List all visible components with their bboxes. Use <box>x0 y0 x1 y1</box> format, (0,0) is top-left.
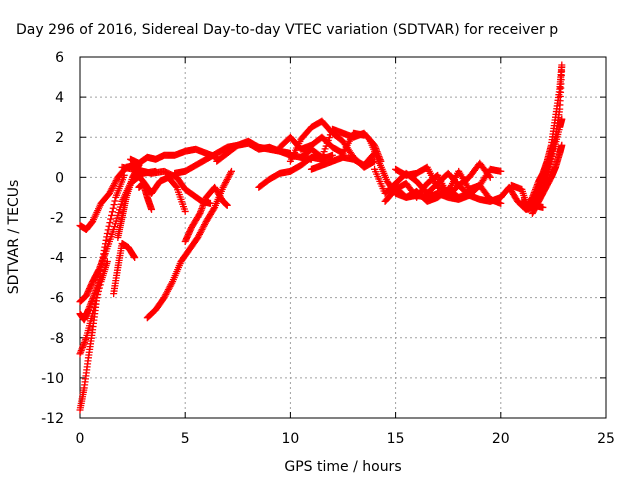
series-16 <box>255 151 336 191</box>
data-point <box>106 188 114 196</box>
y-tick-label: 4 <box>55 90 64 106</box>
data-point <box>222 179 230 187</box>
data-point <box>110 201 118 209</box>
data-point <box>167 281 175 289</box>
data-point <box>89 310 97 318</box>
data-point <box>163 289 171 297</box>
data-point <box>161 292 169 300</box>
x-tick-label: 15 <box>387 431 405 447</box>
data-point <box>198 225 206 233</box>
x-axis-tick-labels: 0 5 10 15 20 25 <box>76 431 615 447</box>
data-point <box>105 189 113 197</box>
series-13 <box>135 179 156 213</box>
data-point <box>108 211 116 219</box>
series-25 <box>392 181 505 207</box>
data-point <box>539 203 547 211</box>
data-point <box>226 171 234 179</box>
data-point <box>223 175 231 183</box>
y-tick-label: 0 <box>55 170 64 186</box>
data-point <box>486 173 494 181</box>
data-point <box>227 167 235 175</box>
x-tick-label: 5 <box>181 431 190 447</box>
x-tick-label: 20 <box>492 431 510 447</box>
y-axis-label: SDTVAR / TECUs <box>6 180 22 295</box>
data-point <box>109 204 117 212</box>
data-point <box>90 303 98 311</box>
data-point <box>97 274 105 282</box>
data-point <box>196 229 204 237</box>
series-30 <box>528 141 566 217</box>
data-point <box>223 201 231 209</box>
data-point <box>497 167 505 175</box>
y-tick-label: -12 <box>41 411 64 427</box>
y-tick-label: 6 <box>55 50 64 66</box>
data-point <box>181 207 189 215</box>
x-tick-label: 10 <box>281 431 299 447</box>
data-point <box>110 181 118 189</box>
data-point <box>195 211 203 219</box>
data-point <box>120 171 128 179</box>
data-point <box>497 199 505 207</box>
series-11 <box>131 167 189 215</box>
data-point <box>227 169 235 177</box>
data-point <box>111 197 119 205</box>
y-tick-label: -10 <box>41 371 64 387</box>
data-point <box>219 183 227 191</box>
y-tick-label: -2 <box>50 210 64 226</box>
series-6 <box>110 240 139 298</box>
y-tick-label: -8 <box>50 331 64 347</box>
data-point <box>328 151 336 159</box>
data-point <box>164 286 172 294</box>
series-5 <box>76 274 105 324</box>
series-4 <box>76 258 111 358</box>
data-point <box>104 226 112 234</box>
data-point <box>131 254 139 262</box>
y-tick-label: -4 <box>50 251 64 267</box>
data-point <box>558 115 566 123</box>
data-point <box>111 180 119 188</box>
data-point <box>224 174 232 182</box>
data-point <box>105 222 113 230</box>
data-point <box>148 205 156 213</box>
chart-title: Day 296 of 2016, Sidereal Day-to-day VTE… <box>16 22 558 38</box>
x-tick-label: 25 <box>597 431 615 447</box>
series-8 <box>143 167 235 322</box>
data-point <box>108 185 116 193</box>
axis-ticks <box>79 56 607 419</box>
data-point <box>199 224 207 232</box>
data-point <box>194 234 202 241</box>
data-point <box>165 284 173 292</box>
x-axis-label: GPS time / hours <box>284 459 401 475</box>
data-point <box>107 215 115 223</box>
data-point <box>103 229 111 237</box>
data-point <box>195 232 203 240</box>
data-point <box>160 294 168 302</box>
series-12 <box>126 145 221 167</box>
y-axis-tick-labels: -12 -10 -8 -6 -4 -2 0 2 4 6 <box>41 50 64 427</box>
plot-border <box>79 56 607 419</box>
data-point <box>168 279 176 287</box>
data-point <box>558 141 566 149</box>
grid-lines <box>80 57 606 418</box>
data-point <box>106 219 114 227</box>
y-tick-label: 2 <box>55 130 64 146</box>
data-point <box>558 61 566 69</box>
data-point <box>108 208 116 216</box>
data-point <box>485 172 493 180</box>
data-point <box>206 199 214 207</box>
data-point <box>220 182 228 190</box>
x-tick-label: 0 <box>76 431 85 447</box>
y-tick-label: -6 <box>50 291 64 307</box>
series-29 <box>522 61 566 213</box>
data-point <box>112 177 120 185</box>
data-series <box>76 61 566 414</box>
data-point <box>103 258 111 266</box>
data-point <box>201 221 209 229</box>
data-point <box>91 300 99 308</box>
